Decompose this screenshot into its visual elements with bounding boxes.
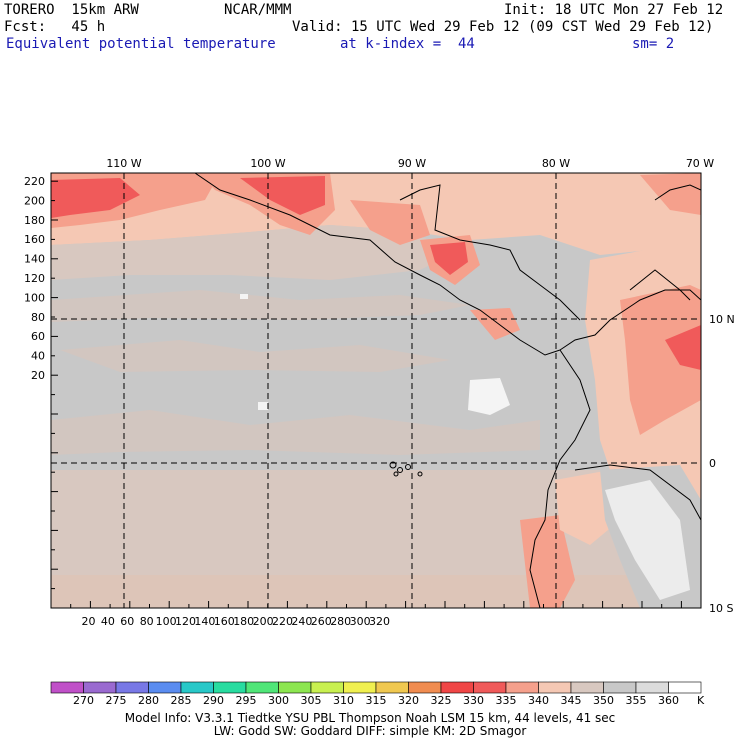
colorbar-swatch — [115, 681, 149, 694]
theta-e-field — [51, 173, 701, 608]
galapagos-islands — [389, 461, 423, 477]
model-title: TORERO 15km ARW — [4, 2, 139, 18]
bottom-label-300: 300 — [350, 615, 371, 628]
model-info: Model Info: V3.3.1 Tiedtke YSU PBL Thomp… — [124, 711, 616, 725]
bottom-label-320: 320 — [369, 615, 390, 628]
bottom-label-240: 240 — [291, 615, 312, 628]
org-label: NCAR/MMM — [224, 2, 292, 18]
physics-info: LW: Godd SW: Goddard DIFF: simple KM: 2D… — [213, 724, 527, 738]
forecast-hour: Fcst: 45 h — [4, 19, 106, 35]
top-label-80w: 80 W — [542, 157, 570, 170]
colorbar-label-300: 300 — [268, 694, 289, 707]
bottom-label-80: 80 — [140, 615, 154, 628]
colorbar-swatch — [50, 681, 84, 694]
bottom-label-100: 100 — [156, 615, 177, 628]
colorbar-label-340: 340 — [528, 694, 549, 707]
colorbar-label-355: 355 — [625, 694, 647, 707]
right-label-0: 0 — [709, 457, 716, 470]
top-label-90w: 90 W — [398, 157, 426, 170]
colorbar — [50, 681, 702, 694]
colorbar-label-275: 275 — [105, 694, 127, 707]
level-label: at k-index = 44 — [340, 36, 475, 52]
left-label-220: 220 — [24, 175, 45, 188]
bottom-label-220: 220 — [272, 615, 293, 628]
bottom-label-260: 260 — [311, 615, 332, 628]
coastlines — [194, 173, 701, 608]
colorbar-swatch — [635, 681, 669, 694]
bottom-axis: 20 40 60 80 10012014016018020022024026028030… — [82, 615, 391, 628]
left-label-200: 200 — [24, 194, 45, 207]
top-label-110w: 110 W — [106, 157, 141, 170]
top-axis: 110 W 100 W 90 W 80 W 70 W — [106, 157, 714, 170]
left-label-160: 160 — [24, 233, 45, 246]
colorbar-swatch — [505, 681, 539, 694]
bottom-label-280: 280 — [330, 615, 351, 628]
top-label-70w: 70 W — [686, 157, 714, 170]
bottom-label-60: 60 — [120, 615, 134, 628]
colorbar-swatch — [148, 681, 182, 694]
colorbar-label-325: 325 — [430, 694, 452, 707]
colorbar-swatch — [570, 681, 604, 694]
field-name: Equivalent potential temperature — [6, 36, 276, 52]
colorbar-label-350: 350 — [593, 694, 614, 707]
left-label-80: 80 — [31, 311, 45, 324]
init-time: Init: 18 UTC Mon 27 Feb 12 — [504, 2, 724, 18]
colorbar-swatch — [538, 681, 572, 694]
colorbar-swatch — [375, 681, 409, 694]
colorbar-swatch — [278, 681, 312, 694]
axis-ticks — [50, 180, 682, 609]
colorbar-label-335: 335 — [495, 694, 517, 707]
colorbar-label-320: 320 — [398, 694, 419, 707]
bottom-label-160: 160 — [214, 615, 235, 628]
smoothing-label: sm= 2 — [632, 36, 675, 52]
left-axis: 220 200 180 160 140 120 100 80 60 40 20 — [24, 175, 45, 382]
colorbar-swatch — [408, 681, 442, 694]
left-label-100: 100 — [24, 291, 45, 304]
colorbar-label-360: 360 — [658, 694, 679, 707]
colorbar-swatch — [213, 681, 247, 694]
right-label-10n: 10 N — [709, 313, 735, 326]
right-label-10s: 10 S — [709, 602, 733, 615]
left-label-60: 60 — [31, 330, 45, 343]
bottom-label-20: 20 — [82, 615, 96, 628]
colorbar-label-330: 330 — [463, 694, 484, 707]
top-label-100w: 100 W — [250, 157, 285, 170]
left-label-40: 40 — [31, 350, 45, 363]
left-label-20: 20 — [31, 369, 45, 382]
colorbar-swatch — [473, 681, 507, 694]
colorbar-swatch — [343, 681, 377, 694]
colorbar-swatch — [440, 681, 474, 694]
left-label-180: 180 — [24, 214, 45, 227]
bottom-label-120: 120 — [175, 615, 196, 628]
colorbar-swatch — [603, 681, 637, 694]
right-axis: 10 N 0 10 S — [709, 313, 735, 615]
colorbar-swatch — [310, 681, 344, 694]
colorbar-label-290: 290 — [203, 694, 224, 707]
left-label-120: 120 — [24, 272, 45, 285]
colorbar-label-345: 345 — [560, 694, 582, 707]
bottom-label-200: 200 — [253, 615, 274, 628]
colorbar-label-285: 285 — [170, 694, 192, 707]
plot-frame — [50, 172, 702, 609]
left-label-140: 140 — [24, 253, 45, 266]
colorbar-label-315: 315 — [365, 694, 387, 707]
colorbar-label-305: 305 — [300, 694, 322, 707]
colorbar-label-270: 270 — [73, 694, 94, 707]
colorbar-unit: K — [697, 694, 705, 707]
bottom-label-180: 180 — [233, 615, 254, 628]
bottom-label-40: 40 — [101, 615, 115, 628]
colorbar-label-295: 295 — [235, 694, 257, 707]
colorbar-swatch — [83, 681, 117, 694]
colorbar-swatch — [668, 681, 702, 694]
colorbar-label-310: 310 — [333, 694, 354, 707]
lat-lon-grid — [51, 173, 701, 608]
colorbar-swatch — [180, 681, 214, 694]
bottom-label-140: 140 — [194, 615, 215, 628]
colorbar-swatch — [245, 681, 279, 694]
colorbar-label-280: 280 — [138, 694, 159, 707]
valid-time: Valid: 15 UTC Wed 29 Feb 12 (09 CST Wed … — [292, 19, 714, 35]
